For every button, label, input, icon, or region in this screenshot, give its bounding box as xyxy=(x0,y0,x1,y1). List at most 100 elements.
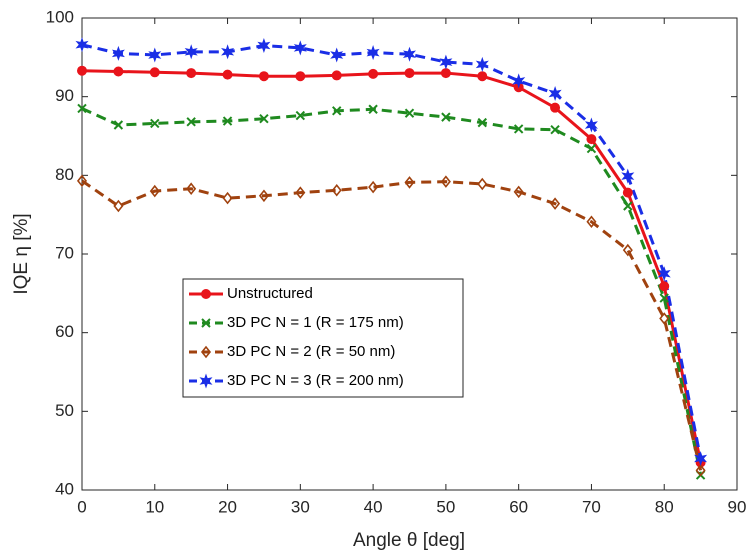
marker xyxy=(293,40,307,56)
legend-text: 3D PC N = 1 (R = 175 nm) xyxy=(227,314,404,331)
marker xyxy=(366,45,380,61)
series-line xyxy=(81,107,703,476)
marker xyxy=(404,108,415,118)
marker xyxy=(623,201,633,211)
marker xyxy=(186,182,197,195)
marker xyxy=(295,71,306,82)
marker xyxy=(258,189,269,203)
marker xyxy=(659,293,669,303)
marker xyxy=(621,168,635,184)
x-tick-label: 90 xyxy=(728,497,747,516)
marker xyxy=(548,85,562,102)
legend-text: 3D PC N = 2 (R = 50 nm) xyxy=(227,343,395,360)
marker xyxy=(330,47,344,63)
marker xyxy=(477,71,488,82)
marker xyxy=(659,312,670,325)
marker xyxy=(513,185,524,199)
marker xyxy=(295,186,306,199)
marker xyxy=(584,117,598,133)
marker xyxy=(477,177,488,191)
marker xyxy=(111,45,125,61)
x-tick-label: 10 xyxy=(145,497,164,516)
marker xyxy=(513,124,524,134)
marker xyxy=(186,68,197,79)
marker xyxy=(439,54,453,70)
y-tick-label: 90 xyxy=(55,86,74,105)
marker xyxy=(259,113,269,124)
marker xyxy=(221,44,235,60)
x-tick-label: 80 xyxy=(655,497,674,516)
x-tick-label: 30 xyxy=(291,497,310,516)
marker xyxy=(149,67,160,78)
marker xyxy=(148,47,162,63)
marker xyxy=(440,175,451,188)
y-tick-label: 100 xyxy=(46,7,74,26)
marker xyxy=(441,112,451,122)
marker xyxy=(75,37,89,53)
x-tick-label: 60 xyxy=(509,497,528,516)
marker xyxy=(257,37,271,54)
marker xyxy=(76,174,88,188)
marker xyxy=(550,197,561,210)
legend-text: 3D PC N = 3 (R = 200 nm) xyxy=(227,372,404,389)
marker xyxy=(475,56,489,72)
series-line xyxy=(81,179,703,471)
marker xyxy=(113,66,124,77)
marker xyxy=(149,184,160,198)
marker xyxy=(331,183,342,197)
marker xyxy=(622,243,633,257)
x-tick-label: 70 xyxy=(582,497,601,516)
x-axis-title: Angle θ [deg] xyxy=(353,530,465,551)
marker xyxy=(184,44,198,60)
marker xyxy=(586,143,597,154)
marker xyxy=(440,68,451,79)
marker xyxy=(201,289,211,299)
marker xyxy=(550,102,561,113)
marker xyxy=(512,73,526,89)
y-tick-label: 60 xyxy=(55,322,74,341)
marker xyxy=(404,68,415,79)
marker xyxy=(199,373,213,389)
legend-box xyxy=(182,278,464,398)
marker xyxy=(404,176,415,189)
marker xyxy=(186,117,196,127)
marker xyxy=(402,46,417,62)
y-tick-label: 70 xyxy=(55,243,74,262)
marker xyxy=(622,187,633,198)
marker xyxy=(586,134,597,145)
marker xyxy=(657,266,671,282)
marker xyxy=(586,215,597,229)
marker xyxy=(332,106,342,116)
marker xyxy=(222,69,233,80)
marker xyxy=(258,71,269,82)
marker xyxy=(368,104,378,114)
y-tick-label: 40 xyxy=(55,479,74,498)
marker xyxy=(200,345,212,359)
x-tick-label: 40 xyxy=(364,497,383,516)
marker xyxy=(77,103,87,114)
marker xyxy=(295,110,306,121)
y-axis-title: IQE η [%] xyxy=(11,213,32,294)
series-line xyxy=(81,69,703,463)
marker xyxy=(550,124,560,135)
marker xyxy=(694,450,708,467)
marker xyxy=(222,191,233,205)
marker xyxy=(113,199,124,213)
marker xyxy=(113,120,124,130)
marker xyxy=(77,65,87,76)
x-tick-label: 20 xyxy=(218,497,237,516)
marker xyxy=(368,180,379,194)
y-tick-label: 50 xyxy=(55,401,74,420)
series-line xyxy=(81,43,703,459)
marker xyxy=(222,116,233,126)
marker xyxy=(659,281,670,292)
x-tick-label: 0 xyxy=(77,497,86,516)
marker xyxy=(695,464,706,477)
x-tick-label: 50 xyxy=(436,497,455,516)
legend-text: Unstructured xyxy=(227,285,313,302)
marker xyxy=(331,70,342,81)
y-tick-label: 80 xyxy=(55,165,74,184)
marker xyxy=(368,68,379,79)
plot-area xyxy=(81,17,738,491)
